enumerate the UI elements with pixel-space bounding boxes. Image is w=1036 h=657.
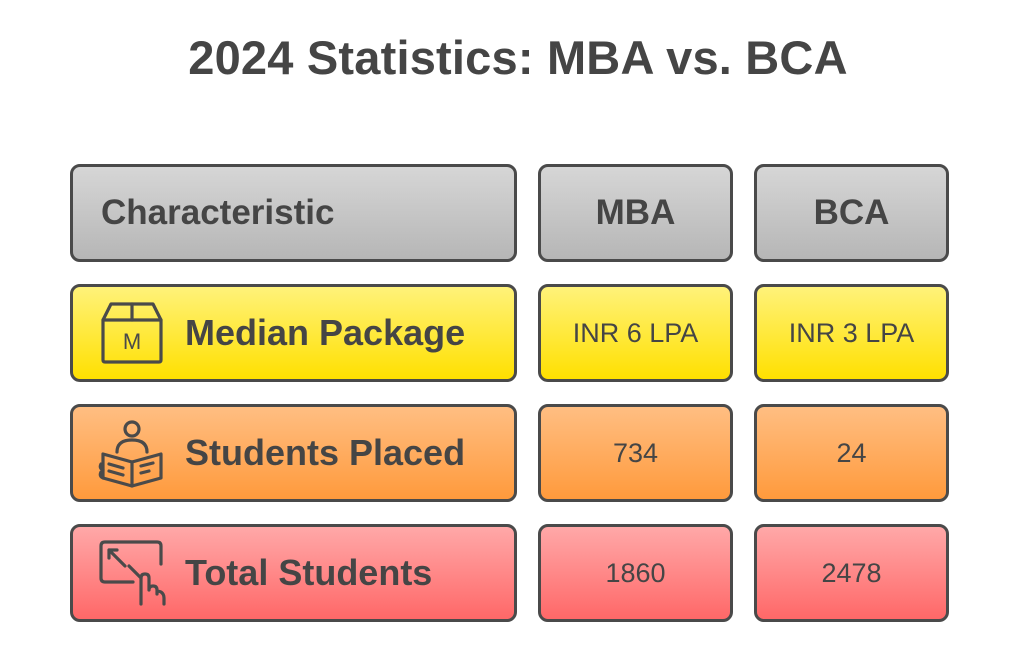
header-bca: BCA bbox=[754, 164, 949, 262]
row-students-placed-bca: 24 bbox=[754, 404, 949, 502]
row-students-placed-label: Students Placed bbox=[185, 432, 466, 473]
row-median-package-label-cell: M Median Package bbox=[70, 284, 517, 382]
header-characteristic-label: Characteristic bbox=[101, 193, 335, 232]
package-box-icon: M bbox=[101, 302, 163, 364]
row-median-package-bca: INR 3 LPA bbox=[754, 284, 949, 382]
student-reading-icon bbox=[98, 420, 163, 488]
row-students-placed-mba: 734 bbox=[538, 404, 733, 502]
expand-touch-icon bbox=[99, 540, 166, 606]
svg-text:M: M bbox=[123, 329, 141, 354]
row-total-students-label: Total Students bbox=[185, 552, 433, 593]
row-students-placed-label-cell: Students Placed bbox=[70, 404, 517, 502]
row-total-students-bca: 2478 bbox=[754, 524, 949, 622]
header-mba-label: MBA bbox=[595, 193, 676, 232]
row-total-students-mba: 1860 bbox=[538, 524, 733, 622]
row-median-package-label: Median Package bbox=[185, 312, 466, 353]
row-total-students-label-cell: Total Students bbox=[70, 524, 517, 622]
students-placed-mba-value: 734 bbox=[612, 437, 659, 468]
total-students-bca-value: 2478 bbox=[821, 557, 882, 588]
header-bca-label: BCA bbox=[813, 193, 890, 232]
median-package-mba-value: INR 6 LPA bbox=[572, 317, 699, 348]
row-median-package-mba: INR 6 LPA bbox=[538, 284, 733, 382]
header-characteristic: Characteristic bbox=[70, 164, 517, 262]
page-title: 2024 Statistics: MBA vs. BCA bbox=[188, 31, 848, 84]
total-students-mba-value: 1860 bbox=[605, 557, 666, 588]
students-placed-bca-value: 24 bbox=[836, 437, 867, 468]
header-mba: MBA bbox=[538, 164, 733, 262]
median-package-bca-value: INR 3 LPA bbox=[788, 317, 915, 348]
